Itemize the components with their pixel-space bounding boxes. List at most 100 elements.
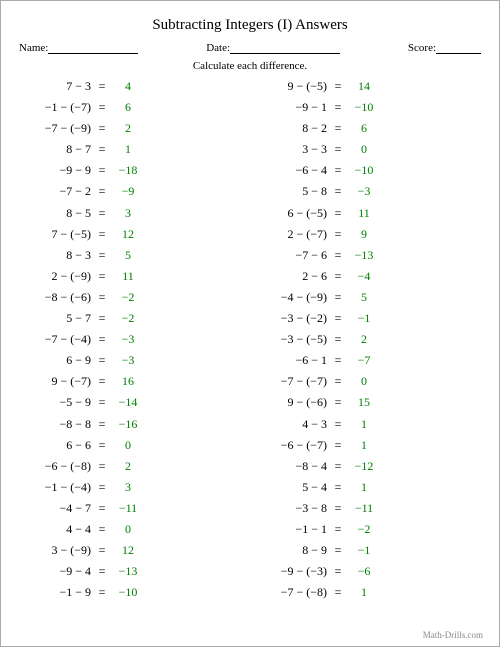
equals-sign: = (91, 224, 113, 245)
problem-row: 3 − 3=0 (265, 139, 471, 160)
problem-row: −9 − 9=−18 (29, 160, 235, 181)
answer-value: −13 (349, 245, 379, 266)
equals-sign: = (327, 97, 349, 118)
problem-expression: 6 − 9 (29, 350, 91, 371)
problem-expression: 8 − 2 (265, 118, 327, 139)
answer-value: −3 (113, 350, 143, 371)
problem-row: 6 − 6=0 (29, 435, 235, 456)
answer-value: 5 (349, 287, 379, 308)
equals-sign: = (91, 139, 113, 160)
problem-expression: −9 − (−3) (265, 561, 327, 582)
answer-value: −1 (349, 540, 379, 561)
problem-expression: −8 − 4 (265, 456, 327, 477)
problem-row: 4 − 4=0 (29, 519, 235, 540)
equals-sign: = (327, 519, 349, 540)
problem-expression: −7 − (−8) (265, 582, 327, 603)
answer-value: 5 (113, 245, 143, 266)
equals-sign: = (91, 582, 113, 603)
problem-row: −6 − 1=−7 (265, 350, 471, 371)
problem-expression: 8 − 7 (29, 139, 91, 160)
answer-value: 14 (349, 76, 379, 97)
answer-value: 1 (349, 414, 379, 435)
problem-row: 5 − 7=−2 (29, 308, 235, 329)
problem-row: 8 − 9=−1 (265, 540, 471, 561)
problem-row: 8 − 2=6 (265, 118, 471, 139)
right-column: 9 − (−5)=14−9 − 1=−108 − 2=63 − 3=0−6 − … (265, 76, 471, 603)
problem-expression: −5 − 9 (29, 392, 91, 413)
answer-value: 1 (349, 435, 379, 456)
answer-value: 11 (113, 266, 143, 287)
equals-sign: = (91, 392, 113, 413)
equals-sign: = (91, 498, 113, 519)
score-blank (436, 42, 481, 54)
problem-expression: 3 − (−9) (29, 540, 91, 561)
equals-sign: = (327, 540, 349, 561)
problem-row: 4 − 3=1 (265, 414, 471, 435)
equals-sign: = (327, 371, 349, 392)
date-blank (230, 42, 340, 54)
problem-row: 2 − (−7)=9 (265, 224, 471, 245)
problem-expression: 5 − 8 (265, 181, 327, 202)
problem-row: −8 − (−6)=−2 (29, 287, 235, 308)
equals-sign: = (327, 329, 349, 350)
problem-row: 5 − 4=1 (265, 477, 471, 498)
answer-value: 6 (349, 118, 379, 139)
equals-sign: = (327, 160, 349, 181)
answer-value: −16 (113, 414, 143, 435)
problem-row: −6 − 4=−10 (265, 160, 471, 181)
problem-row: 3 − (−9)=12 (29, 540, 235, 561)
problem-expression: −6 − 1 (265, 350, 327, 371)
equals-sign: = (91, 561, 113, 582)
equals-sign: = (327, 582, 349, 603)
equals-sign: = (91, 456, 113, 477)
problem-columns: 7 − 3=4−1 − (−7)=6−7 − (−9)=28 − 7=1−9 −… (19, 76, 481, 603)
answer-value: 0 (349, 371, 379, 392)
answer-value: −2 (349, 519, 379, 540)
page-title: Subtracting Integers (I) Answers (19, 17, 481, 34)
equals-sign: = (327, 266, 349, 287)
answer-value: −10 (349, 160, 379, 181)
equals-sign: = (91, 118, 113, 139)
problem-expression: −9 − 9 (29, 160, 91, 181)
equals-sign: = (91, 76, 113, 97)
problem-row: 6 − (−5)=11 (265, 203, 471, 224)
footer-text: Math-Drills.com (423, 630, 483, 640)
problem-expression: 6 − 6 (29, 435, 91, 456)
problem-expression: −1 − 1 (265, 519, 327, 540)
equals-sign: = (327, 350, 349, 371)
problem-expression: −7 − (−9) (29, 118, 91, 139)
header-row: Name: Date: Score: (19, 42, 481, 54)
answer-value: 2 (113, 456, 143, 477)
problem-expression: −4 − 7 (29, 498, 91, 519)
answer-value: 0 (113, 435, 143, 456)
answer-value: 4 (113, 76, 143, 97)
equals-sign: = (327, 456, 349, 477)
equals-sign: = (91, 477, 113, 498)
score-label: Score: (408, 42, 436, 54)
problem-row: −5 − 9=−14 (29, 392, 235, 413)
answer-value: −2 (113, 308, 143, 329)
answer-value: −18 (113, 160, 143, 181)
answer-value: −1 (349, 308, 379, 329)
problem-expression: −8 − (−6) (29, 287, 91, 308)
problem-expression: 8 − 5 (29, 203, 91, 224)
problem-expression: −6 − (−7) (265, 435, 327, 456)
problem-expression: −3 − 8 (265, 498, 327, 519)
problem-expression: 8 − 9 (265, 540, 327, 561)
problem-row: −7 − (−8)=1 (265, 582, 471, 603)
name-blank (48, 42, 138, 54)
equals-sign: = (91, 435, 113, 456)
equals-sign: = (91, 519, 113, 540)
equals-sign: = (91, 203, 113, 224)
problem-row: 7 − 3=4 (29, 76, 235, 97)
equals-sign: = (327, 498, 349, 519)
equals-sign: = (327, 477, 349, 498)
problem-row: −3 − (−5)=2 (265, 329, 471, 350)
equals-sign: = (327, 181, 349, 202)
answer-value: −11 (349, 498, 379, 519)
problem-expression: −4 − (−9) (265, 287, 327, 308)
equals-sign: = (91, 245, 113, 266)
equals-sign: = (91, 414, 113, 435)
problem-expression: −3 − (−5) (265, 329, 327, 350)
problem-expression: 9 − (−7) (29, 371, 91, 392)
